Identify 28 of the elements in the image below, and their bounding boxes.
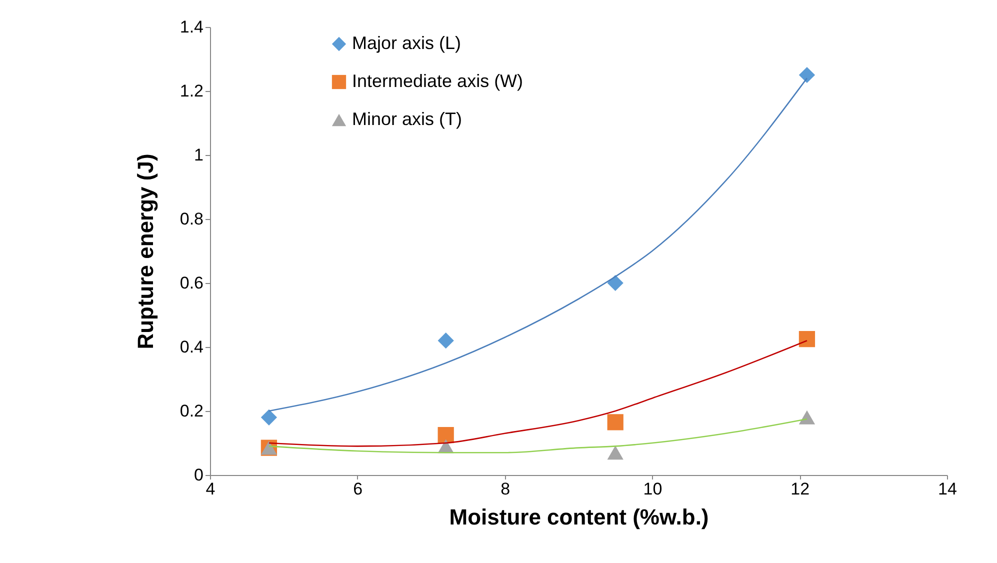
- y-tick-label: 0: [194, 466, 204, 484]
- x-tick-label: 10: [643, 480, 662, 498]
- x-tick-label: 12: [790, 480, 810, 498]
- point: [607, 274, 624, 292]
- y-tick-label: 0.2: [180, 402, 204, 420]
- point: [798, 410, 816, 424]
- x-tick-label: 6: [353, 480, 363, 498]
- x-tick-label: 14: [938, 480, 957, 498]
- legend-label: Minor axis (T): [352, 109, 462, 129]
- point: [607, 414, 624, 430]
- y-tick-label: 0.4: [180, 338, 204, 356]
- y-tick-label: 0.8: [180, 210, 204, 228]
- point: [798, 330, 816, 348]
- y-tick-label: 0.6: [180, 274, 204, 292]
- point: [607, 446, 624, 460]
- legend-label: Intermediate axis (W): [352, 71, 524, 91]
- y-tick-label: 1.2: [180, 82, 204, 100]
- legend-label: Major axis (L): [352, 33, 462, 53]
- x-axis-title: Moisture content (%w.b.): [449, 504, 709, 530]
- y-tick-label: 1: [194, 146, 204, 164]
- y-tick-label: 1.4: [180, 18, 204, 36]
- point: [438, 332, 454, 349]
- x-tick-label: 8: [500, 480, 510, 498]
- point: [260, 409, 278, 426]
- y-axis-title: Rupture energy (J): [132, 154, 158, 350]
- x-tick-label: 4: [206, 480, 216, 498]
- point: [798, 66, 816, 84]
- point: [438, 426, 454, 444]
